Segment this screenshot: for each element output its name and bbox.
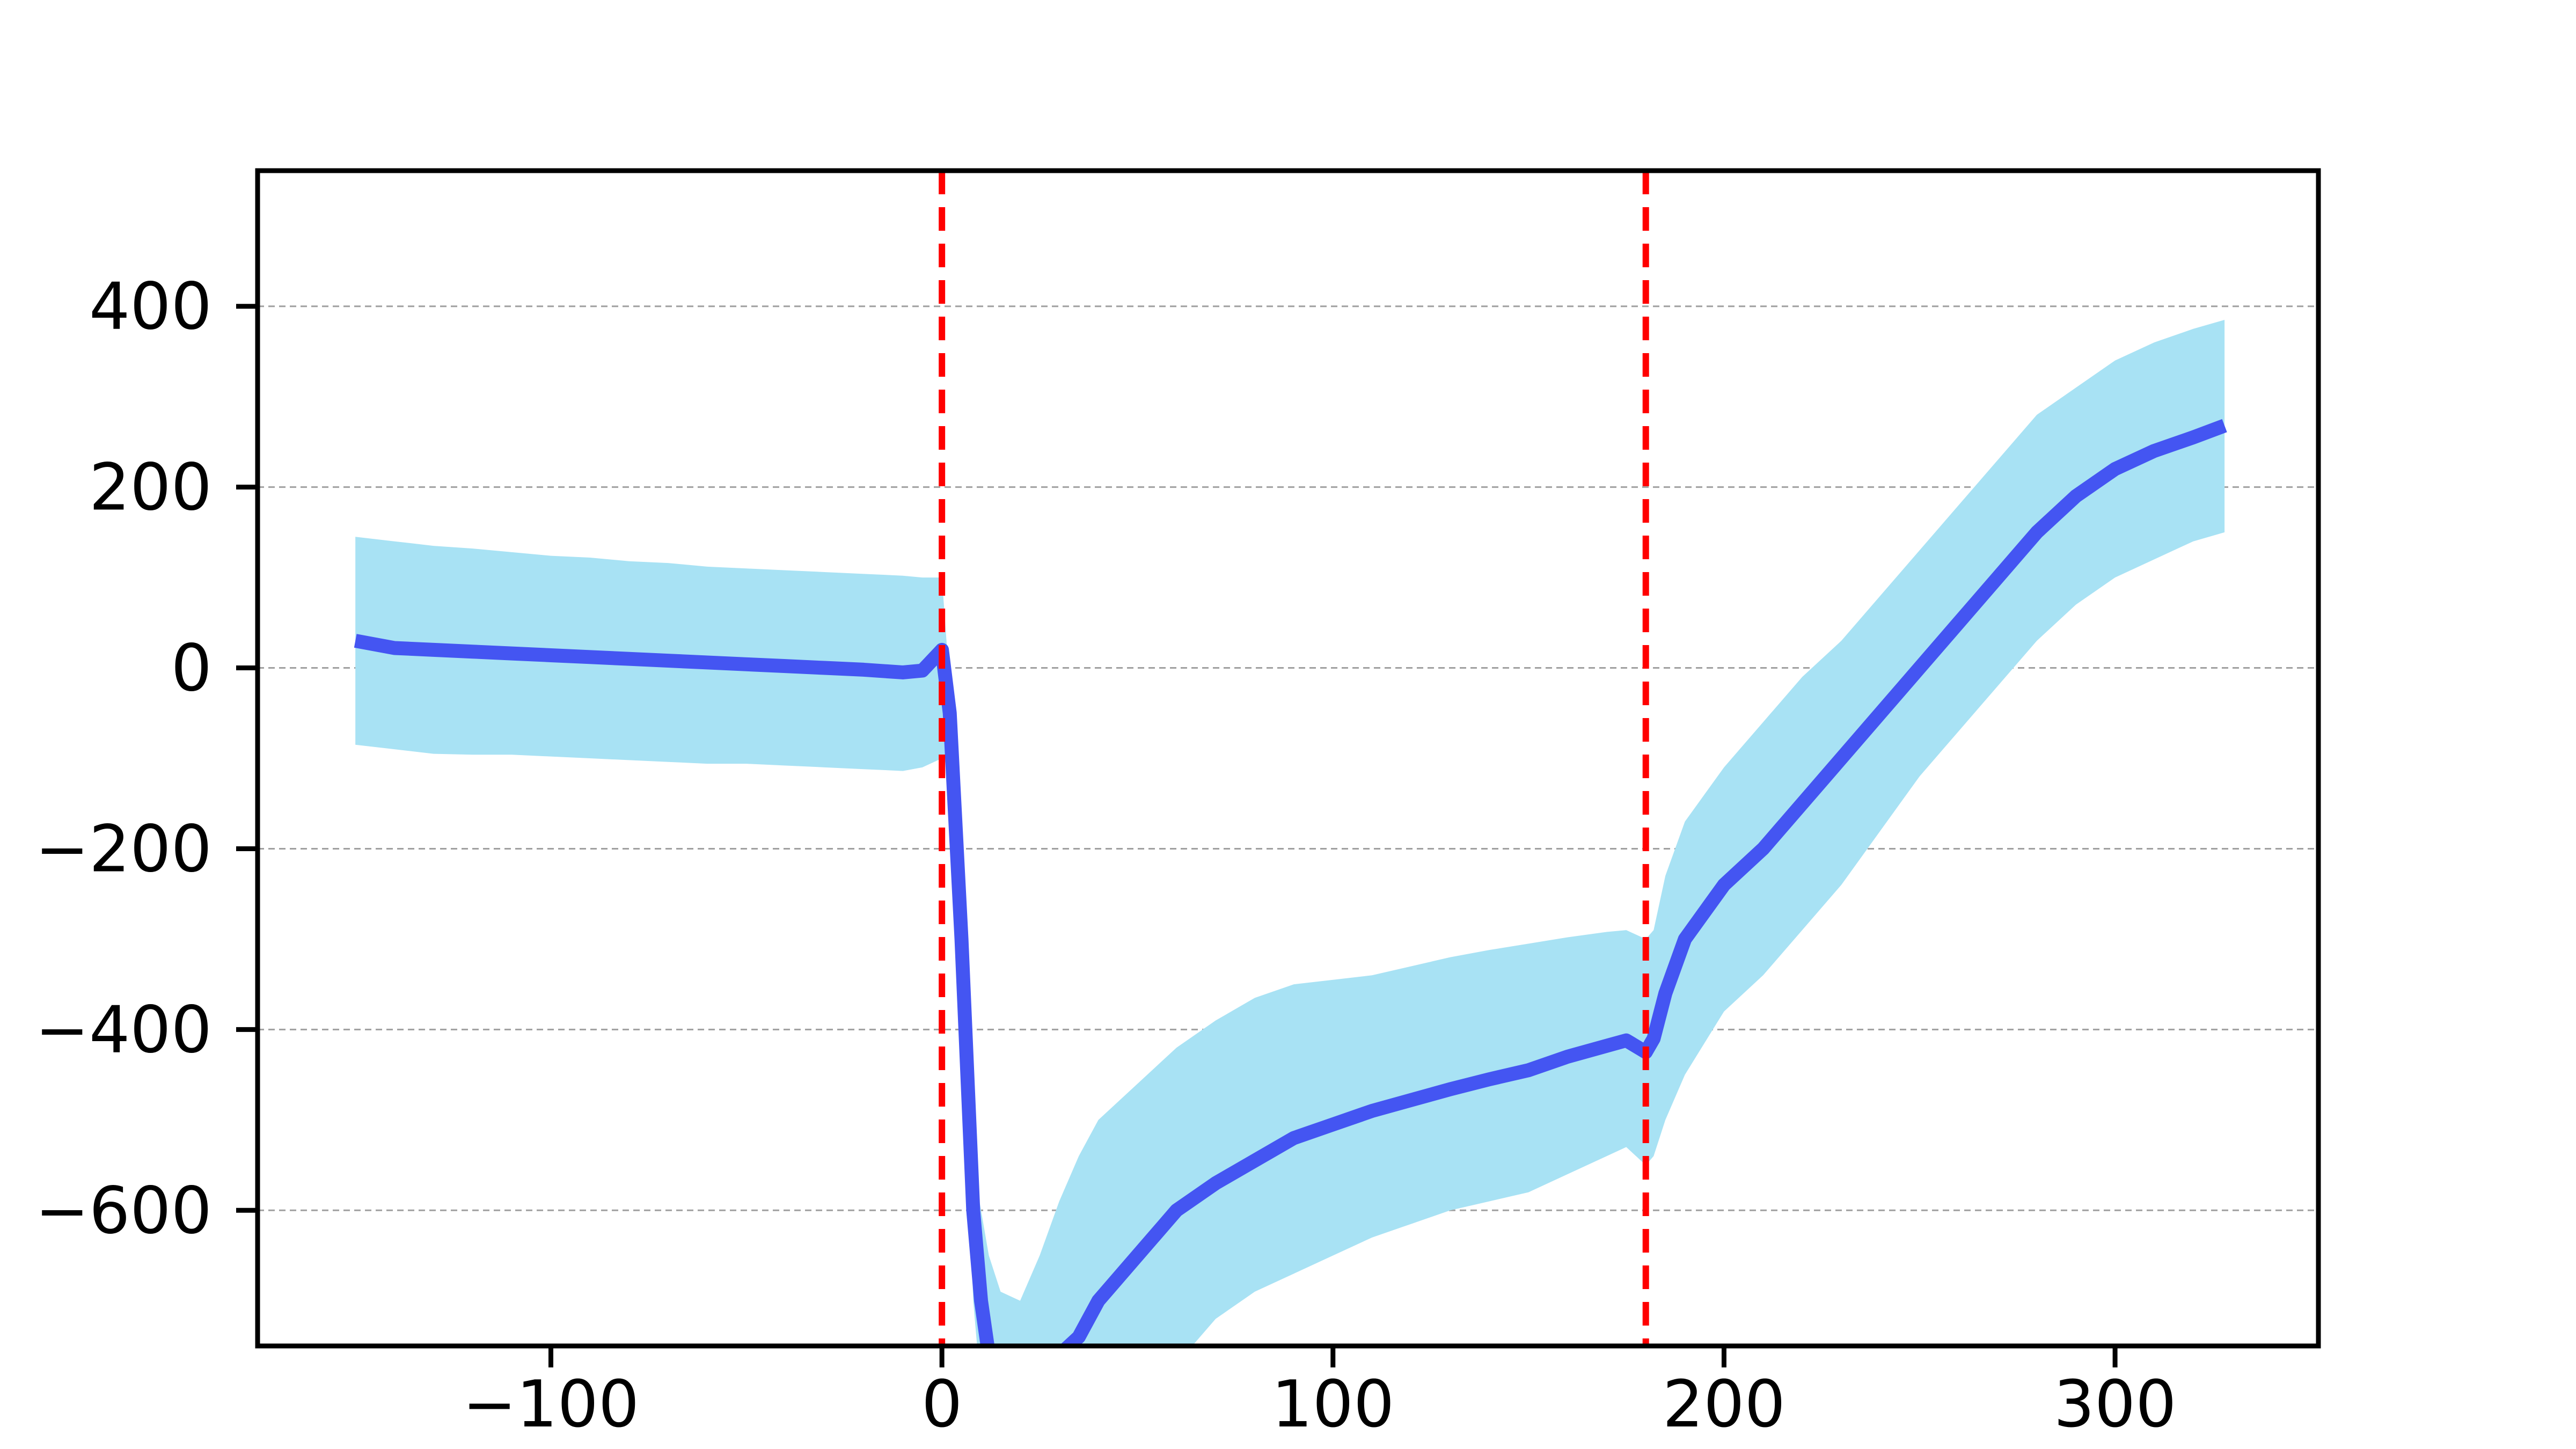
y-tick-label: −400 (35, 993, 212, 1067)
y-tick-label: 200 (89, 451, 212, 525)
y-tick-label: 0 (171, 632, 212, 706)
y-tick-label: −600 (35, 1174, 212, 1248)
x-tick-label: 300 (2054, 1367, 2177, 1442)
reference-lines (939, 171, 1649, 1346)
y-tick-label: 400 (89, 270, 212, 345)
x-tick-label: 200 (1663, 1367, 1785, 1442)
x-tick-label: 100 (1271, 1367, 1394, 1442)
y-tick-label: −200 (35, 812, 212, 887)
confidence-bands (355, 319, 2225, 1346)
x-axis: −100 0 100 200 300 (463, 1346, 2177, 1442)
confidence-band (355, 319, 2225, 1346)
x-tick-label: −100 (463, 1367, 640, 1442)
plot-frame (255, 168, 2321, 1349)
y-axis: 400 200 0 −200 −400 −600 (35, 270, 258, 1248)
x-tick-label: 0 (921, 1367, 962, 1442)
series-lines (354, 419, 2227, 1346)
series-line (354, 419, 2227, 1346)
